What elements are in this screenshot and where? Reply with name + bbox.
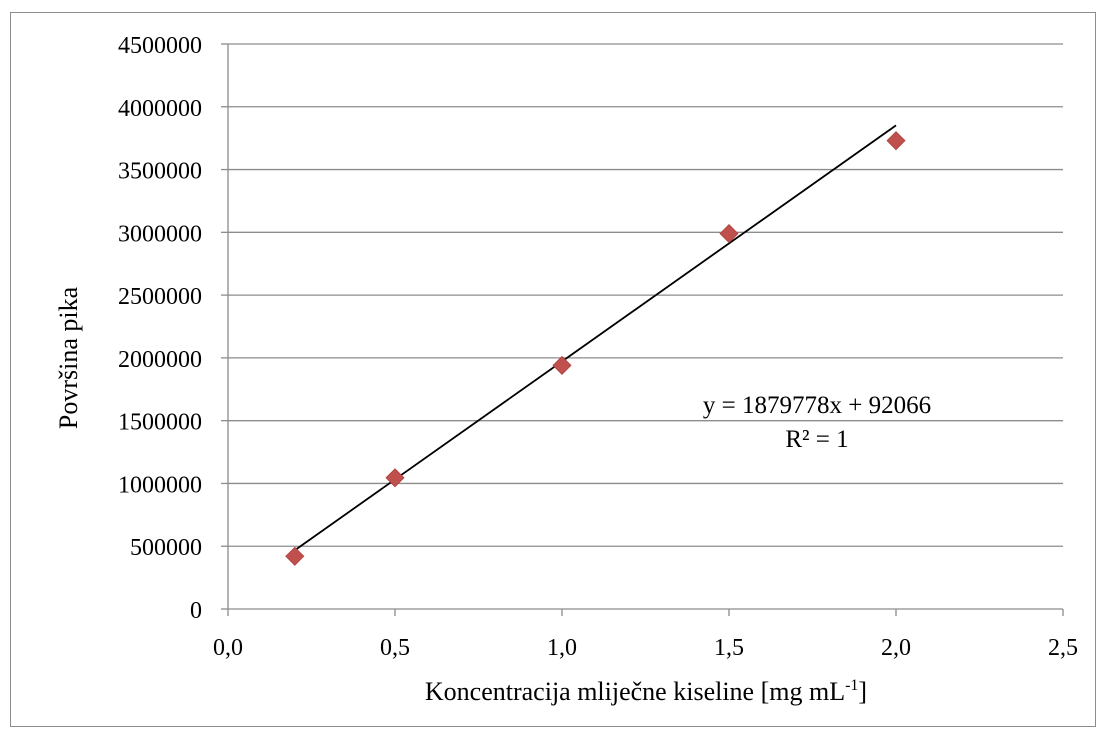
data-point [719,224,739,244]
data-point [385,468,405,488]
x-tick-label: 2,5 [1048,635,1078,661]
y-tick-label: 2500000 [118,284,202,310]
y-tick-label: 4500000 [118,33,202,59]
trendline-r-squared: R² = 1 [785,426,848,453]
x-tick-label: 2,0 [881,635,911,661]
x-tick-label: 0,0 [213,635,243,661]
y-axis-title: Površina pika [54,286,83,429]
axes [227,44,1064,616]
trendline-group [294,124,897,551]
y-tick-label: 3000000 [118,221,202,247]
y-tick-label: 1500000 [118,410,202,436]
y-tick-label: 4000000 [118,96,202,122]
data-points [285,131,906,566]
chart-frame [10,12,1096,727]
y-tick-label: 0 [190,598,202,624]
y-tick-label: 1000000 [118,472,202,498]
x-axis-title: Koncentracija mliječne kiseline [mg mL-1… [425,677,867,706]
data-point [552,355,572,375]
data-point [886,131,906,151]
data-point [285,546,305,566]
y-tick-label: 2000000 [118,347,202,373]
x-tick-label: 0,5 [380,635,410,661]
x-tick-label: 1,5 [714,635,744,661]
x-tick-labels: 0,0 0,5 1,0 1,5 2,0 2,5 [213,635,1078,661]
gridlines [221,43,1063,610]
trendline [294,124,897,551]
x-tick-label: 1,0 [547,635,577,661]
y-tick-labels: 0 500000 1000000 1500000 2000000 2500000 30000… [118,33,202,624]
y-tick-label: 500000 [130,535,202,561]
trendline-equation: y = 1879778x + 92066 [703,392,931,419]
y-tick-label: 3500000 [118,159,202,185]
